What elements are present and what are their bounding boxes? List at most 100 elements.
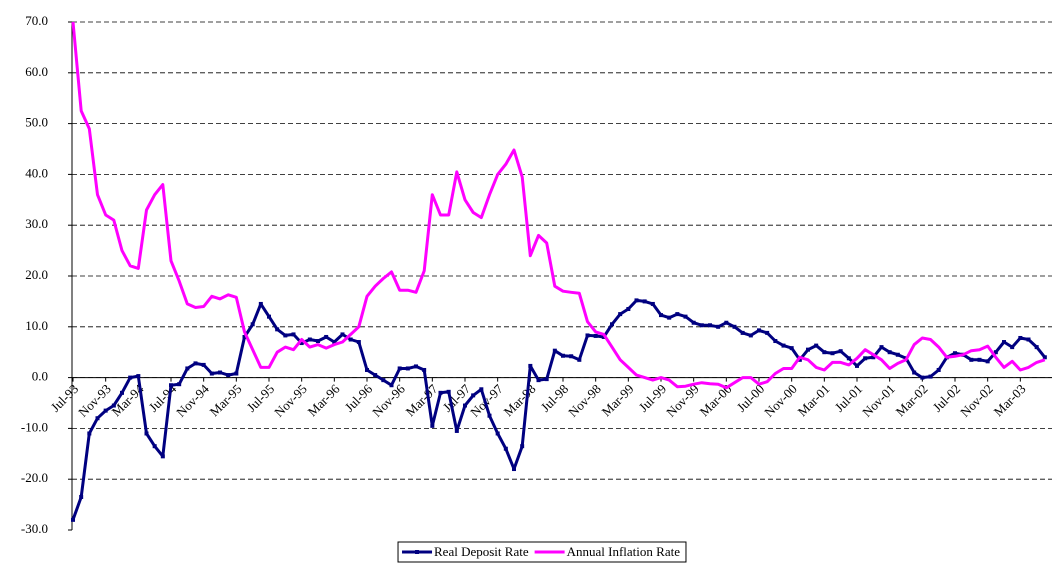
x-tick-label: Mar-95: [207, 381, 245, 419]
marker: [71, 517, 75, 522]
x-tick-label: Nov-96: [369, 381, 408, 420]
marker: [969, 357, 974, 362]
marker: [479, 387, 484, 392]
marker: [291, 332, 296, 337]
x-tick-label: Mar-01: [795, 381, 833, 419]
y-tick-label: 70.0: [25, 13, 48, 28]
marker: [593, 333, 598, 338]
marker: [471, 393, 476, 398]
marker: [863, 356, 868, 361]
marker: [789, 346, 794, 351]
marker: [218, 370, 222, 375]
marker: [830, 351, 835, 356]
marker: [642, 299, 647, 304]
marker: [650, 301, 655, 306]
y-tick-label: 20.0: [25, 267, 48, 282]
marker: [912, 370, 917, 375]
marker: [610, 322, 614, 327]
marker: [234, 371, 239, 376]
marker: [136, 374, 141, 379]
marker: [561, 353, 565, 358]
marker: [120, 390, 124, 395]
marker: [773, 339, 778, 344]
y-tick-label: 50.0: [25, 115, 48, 130]
marker: [316, 339, 320, 344]
marker: [936, 367, 941, 372]
marker: [732, 324, 737, 329]
marker: [169, 383, 173, 388]
marker: [267, 314, 271, 319]
marker: [928, 374, 933, 379]
marker: [757, 328, 761, 333]
x-tick-label: Mar-03: [991, 381, 1029, 419]
marker: [708, 323, 712, 328]
marker: [487, 413, 492, 418]
marker: [95, 416, 100, 421]
y-tick-label: 30.0: [25, 216, 48, 231]
marker: [111, 403, 116, 408]
marker: [332, 340, 337, 345]
marker: [846, 356, 851, 361]
x-tick-label: Nov-00: [761, 381, 800, 420]
marker: [1018, 335, 1023, 340]
marker: [977, 357, 982, 362]
marker: [389, 383, 394, 388]
marker: [299, 341, 304, 346]
marker: [414, 364, 418, 369]
legend-label: Annual Inflation Rate: [567, 544, 681, 559]
marker: [495, 431, 500, 436]
legend: Real Deposit Rate Annual Inflation Rate: [397, 541, 687, 563]
x-tick-label: Nov-02: [957, 381, 996, 420]
marker: [512, 467, 516, 472]
marker: [1034, 345, 1039, 350]
marker: [806, 347, 810, 352]
marker: [446, 389, 451, 394]
marker: [895, 352, 900, 357]
marker: [307, 337, 312, 342]
x-tick-label: Nov-97: [467, 381, 506, 420]
marker: [552, 348, 557, 353]
marker: [993, 350, 998, 355]
x-tick-label: Nov-98: [565, 381, 604, 420]
series-line: [71, 21, 1046, 390]
x-tick-label: Mar-96: [305, 381, 343, 419]
marker: [209, 371, 214, 376]
marker: [1026, 337, 1031, 342]
x-tick-label: Nov-95: [271, 381, 310, 420]
marker: [691, 320, 696, 325]
marker: [226, 373, 231, 378]
marker: [340, 332, 345, 337]
x-tick-label: Mar-99: [599, 381, 637, 419]
marker: [438, 390, 443, 395]
legend-label: Real Deposit Rate: [434, 544, 529, 559]
marker: [838, 349, 843, 354]
marker: [152, 444, 157, 449]
marker: [177, 382, 182, 387]
marker: [348, 337, 353, 342]
marker: [748, 333, 753, 338]
marker: [79, 494, 84, 499]
marker: [144, 431, 149, 436]
marker: [814, 343, 819, 348]
marker: [1010, 345, 1015, 350]
marker: [675, 312, 680, 317]
marker: [871, 355, 876, 360]
marker: [463, 403, 467, 408]
marker: [667, 315, 672, 320]
marker: [373, 373, 378, 378]
marker: [528, 363, 533, 368]
marker: [250, 322, 255, 327]
y-tick-label: 60.0: [25, 64, 48, 79]
marker: [185, 366, 190, 371]
marker: [103, 408, 108, 413]
marker: [520, 444, 525, 449]
marker: [405, 366, 410, 371]
y-tick-label: -10.0: [21, 419, 48, 434]
marker: [201, 362, 206, 367]
y-tick-label: 0.0: [32, 369, 48, 384]
marker: [659, 313, 663, 318]
marker: [740, 330, 745, 335]
marker: [430, 423, 435, 428]
marker: [381, 378, 386, 383]
